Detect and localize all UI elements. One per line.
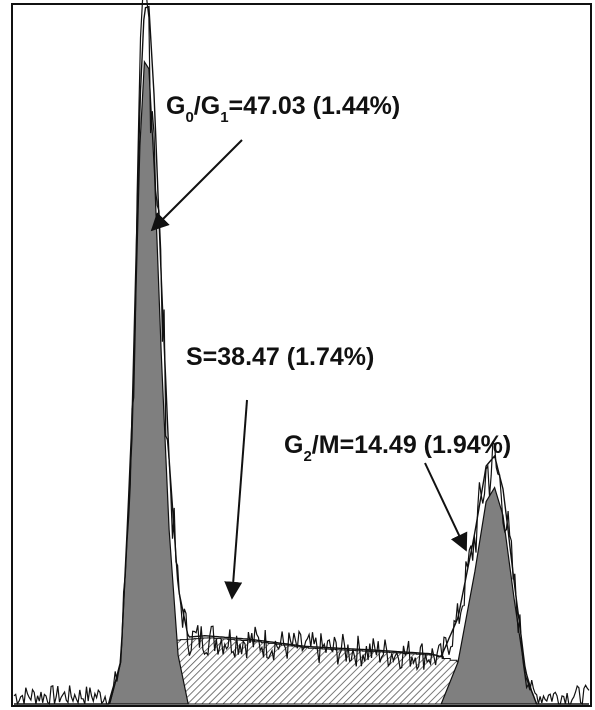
g0g1-arrow bbox=[150, 139, 243, 232]
plot-frame bbox=[11, 3, 592, 707]
g2m-arrow bbox=[424, 462, 468, 552]
s-phase-arrow bbox=[224, 399, 248, 600]
g0g1-peak-area bbox=[108, 59, 189, 705]
annotation-g2m: G2/M=14.49 (1.94%) bbox=[284, 431, 511, 465]
annotation-s-phase: S=38.47 (1.74%) bbox=[186, 343, 374, 371]
g2m-peak-area bbox=[440, 486, 538, 705]
annotation-g0g1: G0/G1=47.03 (1.44%) bbox=[166, 92, 400, 126]
histogram-trace bbox=[13, 0, 590, 706]
